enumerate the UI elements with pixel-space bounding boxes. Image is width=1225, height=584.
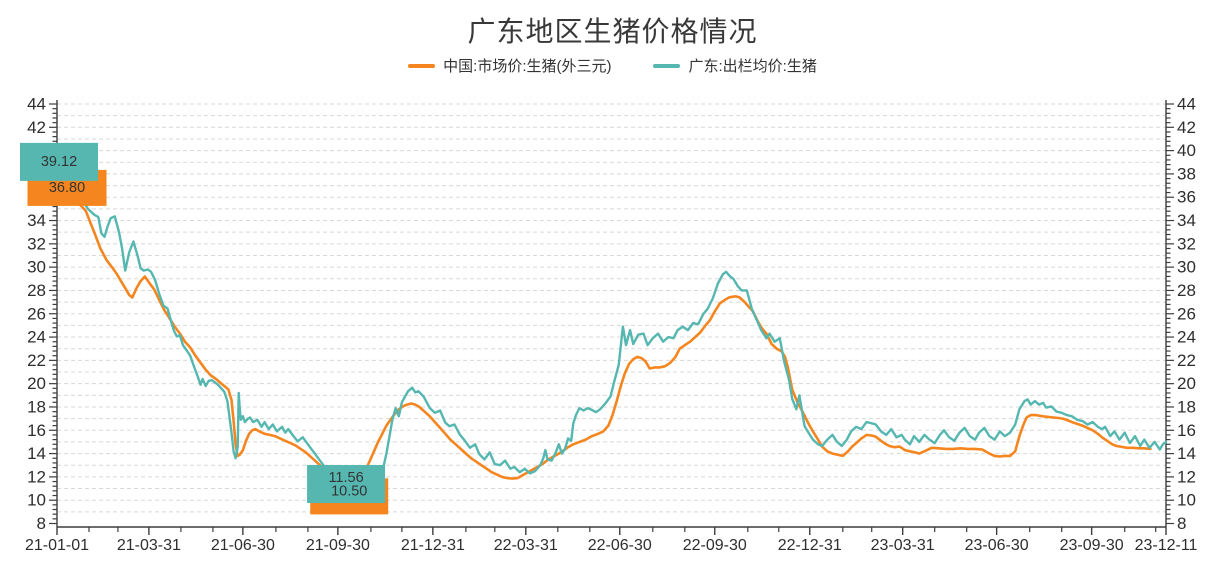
svg-text:22-06-30: 22-06-30 bbox=[588, 537, 652, 554]
svg-text:28: 28 bbox=[1177, 281, 1196, 300]
svg-text:10: 10 bbox=[1177, 491, 1196, 510]
svg-text:14: 14 bbox=[1177, 444, 1196, 463]
svg-text:12: 12 bbox=[27, 467, 46, 486]
legend-item-china-market-price[interactable]: 中国:市场价:生猪(外三元) bbox=[408, 55, 611, 76]
series-gd-line bbox=[55, 159, 1168, 484]
svg-text:38: 38 bbox=[1177, 164, 1196, 183]
series-cn-line bbox=[55, 186, 1152, 496]
legend-line-swatch-gd-icon bbox=[653, 63, 681, 68]
chart-title: 广东地区生猪价格情况 bbox=[467, 16, 758, 47]
svg-text:23-03-31: 23-03-31 bbox=[871, 537, 935, 554]
svg-text:20: 20 bbox=[27, 374, 46, 393]
annotation-labels: 36.80 10.50 39.12 11.56 bbox=[20, 142, 389, 515]
svg-text:18: 18 bbox=[27, 397, 46, 416]
svg-text:16: 16 bbox=[1177, 421, 1196, 440]
svg-text:21-01-01: 21-01-01 bbox=[25, 537, 89, 554]
x-axis-ticks-and-labels: 21-01-01 21-03-31 21-06-30 21-09-30 21-12-31… bbox=[25, 527, 1198, 554]
svg-text:8: 8 bbox=[1177, 514, 1186, 533]
svg-text:18: 18 bbox=[1177, 397, 1196, 416]
svg-text:26: 26 bbox=[27, 304, 46, 323]
svg-text:26: 26 bbox=[1177, 304, 1196, 323]
value-label-text-39.12: 39.12 bbox=[41, 154, 77, 170]
svg-text:21-12-31: 21-12-31 bbox=[401, 537, 465, 554]
svg-text:21-09-30: 21-09-30 bbox=[306, 537, 370, 554]
value-label-box-39.12 bbox=[20, 142, 98, 181]
value-label-text-11.56: 11.56 bbox=[328, 470, 363, 486]
svg-text:36: 36 bbox=[1177, 188, 1196, 207]
svg-text:30: 30 bbox=[27, 258, 46, 277]
svg-text:32: 32 bbox=[27, 234, 46, 253]
y-gridlines bbox=[57, 103, 1166, 513]
svg-text:34: 34 bbox=[27, 211, 46, 230]
svg-text:21-03-31: 21-03-31 bbox=[117, 537, 181, 554]
svg-text:22-12-31: 22-12-31 bbox=[778, 537, 842, 554]
value-label-text-36.80: 36.80 bbox=[49, 180, 85, 196]
svg-text:8: 8 bbox=[37, 514, 46, 533]
chart-legend: 中国:市场价:生猪(外三元) 广东:出栏均价:生猪 bbox=[0, 55, 1225, 76]
legend-line-swatch-cn-icon bbox=[408, 63, 436, 68]
svg-text:24: 24 bbox=[1177, 328, 1196, 347]
svg-text:10: 10 bbox=[27, 491, 46, 510]
svg-text:23-09-30: 23-09-30 bbox=[1060, 537, 1124, 554]
svg-text:22-09-30: 22-09-30 bbox=[683, 537, 747, 554]
legend-label-cn: 中国:市场价:生猪(外三元) bbox=[443, 58, 612, 75]
legend-item-guangdong-exit-price[interactable]: 广东:出栏均价:生猪 bbox=[653, 55, 817, 76]
svg-text:22: 22 bbox=[1177, 351, 1196, 370]
svg-text:23-12-11: 23-12-11 bbox=[1135, 537, 1198, 554]
svg-text:44: 44 bbox=[27, 95, 46, 114]
legend-label-gd: 广东:出栏均价:生猪 bbox=[688, 58, 817, 75]
svg-text:21-06-30: 21-06-30 bbox=[211, 537, 275, 554]
svg-text:42: 42 bbox=[1177, 118, 1196, 137]
svg-text:16: 16 bbox=[27, 421, 46, 440]
value-label-box-11.56 bbox=[307, 465, 386, 504]
svg-text:23-06-30: 23-06-30 bbox=[965, 537, 1029, 554]
svg-text:12: 12 bbox=[1177, 467, 1196, 486]
svg-text:32: 32 bbox=[1177, 234, 1196, 253]
svg-text:22-03-31: 22-03-31 bbox=[494, 537, 558, 554]
svg-text:28: 28 bbox=[27, 281, 46, 300]
svg-text:20: 20 bbox=[1177, 374, 1196, 393]
svg-text:42: 42 bbox=[27, 118, 46, 137]
svg-text:40: 40 bbox=[1177, 141, 1196, 160]
svg-text:22: 22 bbox=[27, 351, 46, 370]
value-label-text-10.50: 10.50 bbox=[331, 483, 367, 499]
svg-text:24: 24 bbox=[27, 328, 46, 347]
svg-text:44: 44 bbox=[1177, 95, 1196, 114]
svg-text:30: 30 bbox=[1177, 258, 1196, 277]
svg-text:34: 34 bbox=[1177, 211, 1196, 230]
svg-text:14: 14 bbox=[27, 444, 46, 463]
